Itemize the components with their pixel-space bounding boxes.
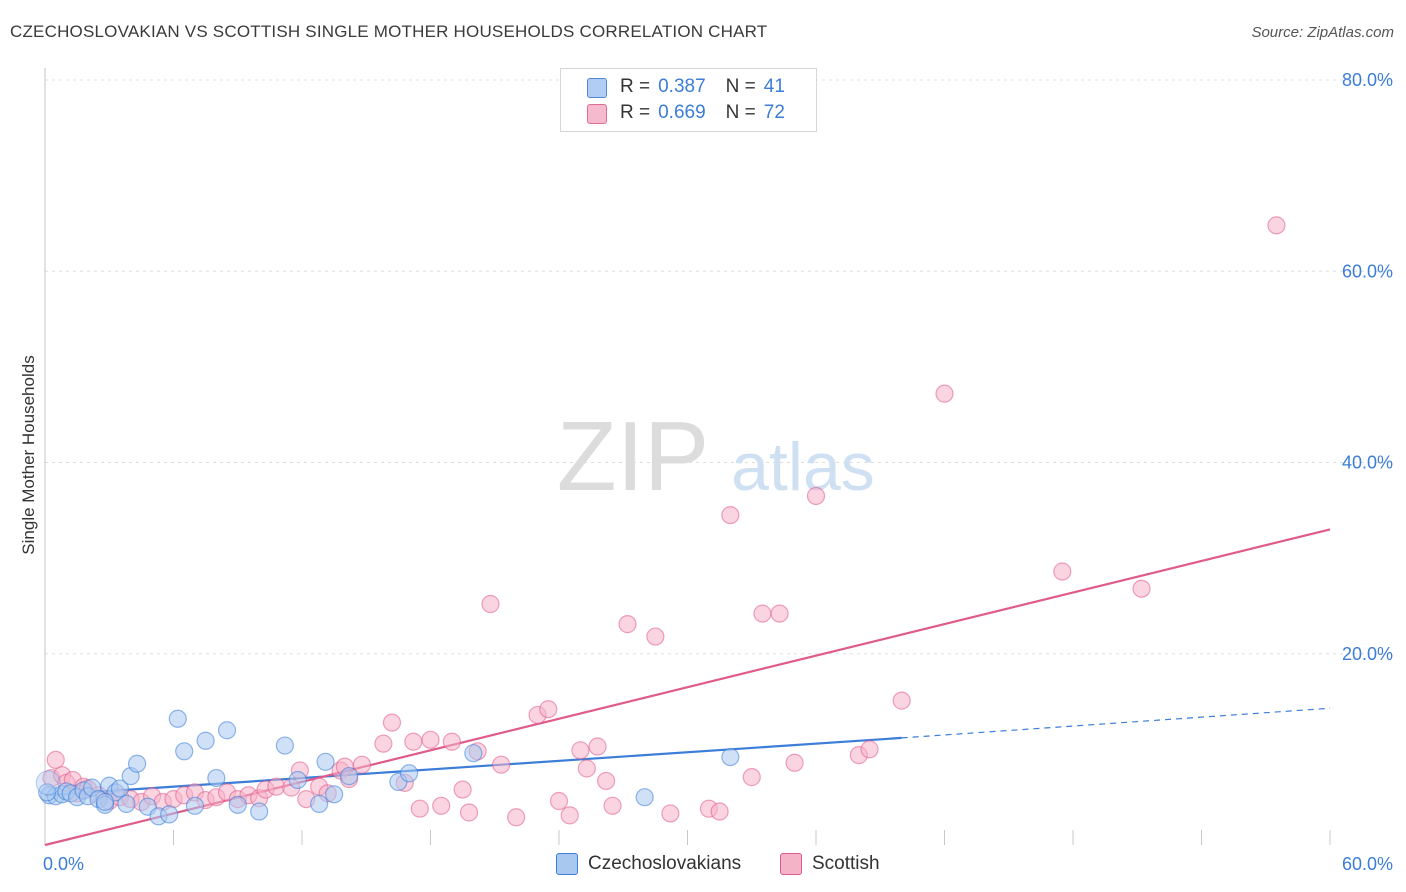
czechoslovakian-point [168,709,187,728]
scottish-point [1053,562,1072,581]
bottom-legend-label: Scottish [812,853,880,874]
bottom-legend-scottish: Scottish [780,851,880,877]
scottish-point [577,759,596,778]
scottish-point [860,740,879,759]
scottish-point [588,737,607,756]
legend-r-label: R = [620,76,651,97]
y-tick-label: 60.0% [1342,261,1393,281]
czechoslovakian-point [228,795,247,814]
scottish-point [661,804,680,823]
scottish-point [442,732,462,751]
legend-row-czechoslovakians: R = 0.387 N = 41 [587,75,785,99]
bottom-legend-swatch-pink [780,853,802,875]
scottish-point [618,615,637,634]
scottish-point [571,741,590,760]
scottish-point [421,730,440,749]
source-credit: Source: ZipAtlas.com [1251,24,1394,41]
scottish-point [597,771,616,791]
scottish-point [560,806,579,825]
x-tick-label: 60.0% [1342,854,1393,874]
chart-title: CZECHOSLOVAKIAN VS SCOTTISH SINGLE MOTHE… [10,22,768,41]
scottish-point [46,750,65,769]
scottish-point [721,505,740,525]
legend-row-scottish: R = 0.669 N = 72 [587,101,785,125]
legend-n-value: 41 [763,76,785,97]
scottish-point [453,780,472,799]
scottish-point [507,808,526,827]
czechoslovakian-point [175,742,194,761]
czechoslovakian-point [196,731,215,750]
czechoslovakian-point [117,794,136,813]
czechoslovakian-point [316,752,335,771]
scottish-point [1267,216,1286,235]
scottish-point [432,796,451,815]
legend-n-label: N = [725,102,756,123]
legend-r-label: R = [620,102,651,123]
czechoslovakian-point [721,747,740,767]
watermark-zip: ZIP [557,401,709,511]
scottish-point [539,700,558,719]
scottish-point [770,604,789,623]
scottish-point [410,799,429,818]
czechoslovakian-point [185,796,205,815]
czechoslovakian-point [340,767,359,786]
y-axis-label: Single Mother Households [19,355,38,555]
czechoslovakian-point [207,768,226,788]
scottish-point [646,627,665,646]
czechoslovakian-point [160,805,179,824]
bottom-legend-czechoslovakians: Czechoslovakians [556,851,741,877]
scottish-point [404,732,423,751]
y-tick-label: 40.0% [1342,453,1393,473]
czechoslovakian-point [288,770,307,790]
scottish-point [481,594,500,614]
watermark-atlas: atlas [731,429,875,505]
legend-n-value: 72 [763,102,785,123]
scottish-point [710,802,729,821]
y-tick-label: 80.0% [1342,70,1393,90]
legend-swatch-pink [587,104,607,124]
czechoslovakian-point [250,802,269,821]
scottish-point [742,768,761,787]
czechoslovakian-point [399,764,419,783]
scottish-point [352,755,372,774]
scottish-point [892,691,911,710]
scottish-point [374,734,393,753]
legend-swatch-blue [587,78,607,98]
correlation-legend: R = 0.387 N = 41 R = 0.669 N = 72 [560,68,817,132]
legend-r-value: 0.669 [658,102,706,123]
czechoslovakian-point [35,770,61,796]
scottish-point [549,791,569,811]
scottish-point [603,796,622,815]
czechoslovakian-point [95,792,115,812]
czechoslovakian-point [217,721,237,740]
scottish-point [492,755,511,774]
scottish-point [935,384,954,403]
x-tick-label: 0.0% [43,854,84,874]
czechoslovakian-point [275,736,294,755]
scottish-point [459,803,479,822]
legend-r-value: 0.387 [658,76,706,97]
czechoslovakian-trend-extension [901,707,1331,739]
scottish-point [1132,579,1151,598]
czechoslovakian-point [325,785,344,804]
czechoslovakian-point [310,794,329,813]
bottom-legend-swatch-blue [556,853,578,875]
scottish-point [806,486,826,506]
scottish-point [785,753,804,772]
scottish-point [753,604,772,623]
czechoslovakian-point [464,744,483,763]
czechoslovakian-point [110,779,130,798]
czechoslovakian-point [635,788,654,807]
scottish-point [382,713,402,732]
bottom-legend-label: Czechoslovakians [588,853,742,874]
czechoslovakian-trend-line [44,736,902,797]
czechoslovakian-point [38,783,57,802]
czechoslovakian-point [127,754,147,773]
y-tick-label: 20.0% [1342,644,1393,664]
legend-n-label: N = [725,76,756,97]
